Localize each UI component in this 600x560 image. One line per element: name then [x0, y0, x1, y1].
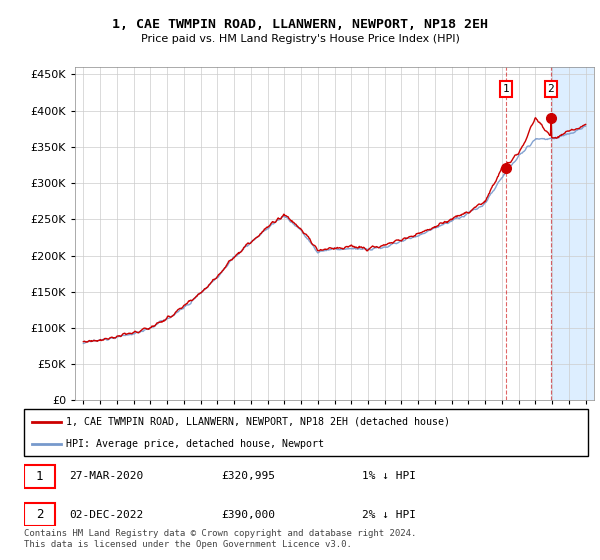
FancyBboxPatch shape [24, 409, 588, 456]
Text: Contains HM Land Registry data © Crown copyright and database right 2024.
This d: Contains HM Land Registry data © Crown c… [24, 529, 416, 549]
Bar [551, 67, 594, 400]
Text: 2% ↓ HPI: 2% ↓ HPI [362, 510, 416, 520]
Text: 2: 2 [547, 84, 554, 94]
Text: 1: 1 [502, 84, 509, 94]
Text: 27-MAR-2020: 27-MAR-2020 [69, 471, 143, 481]
Text: 1: 1 [36, 470, 43, 483]
FancyBboxPatch shape [24, 503, 55, 526]
Text: £390,000: £390,000 [221, 510, 275, 520]
Text: 1% ↓ HPI: 1% ↓ HPI [362, 471, 416, 481]
Text: Price paid vs. HM Land Registry's House Price Index (HPI): Price paid vs. HM Land Registry's House … [140, 34, 460, 44]
Text: 1, CAE TWMPIN ROAD, LLANWERN, NEWPORT, NP18 2EH: 1, CAE TWMPIN ROAD, LLANWERN, NEWPORT, N… [112, 18, 488, 31]
Text: £320,995: £320,995 [221, 471, 275, 481]
Text: HPI: Average price, detached house, Newport: HPI: Average price, detached house, Newp… [66, 438, 325, 449]
Text: 2: 2 [36, 508, 43, 521]
FancyBboxPatch shape [24, 465, 55, 488]
Text: 02-DEC-2022: 02-DEC-2022 [69, 510, 143, 520]
Text: 1, CAE TWMPIN ROAD, LLANWERN, NEWPORT, NP18 2EH (detached house): 1, CAE TWMPIN ROAD, LLANWERN, NEWPORT, N… [66, 417, 450, 427]
